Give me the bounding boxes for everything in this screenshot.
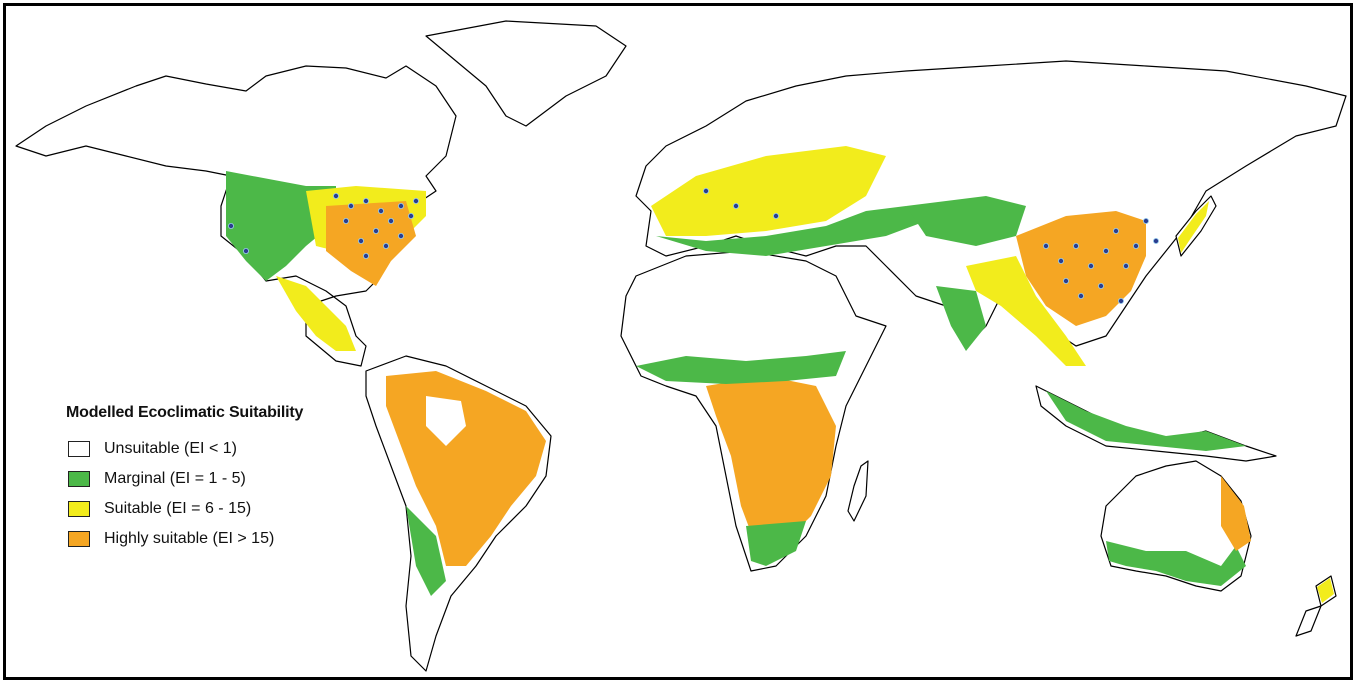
legend-swatch-unsuitable	[68, 441, 90, 457]
africa-south-marginal	[746, 521, 806, 566]
asia-suitable-region	[966, 256, 1086, 366]
india-marginal-region	[936, 286, 986, 351]
japan-suitable-region	[1178, 201, 1209, 253]
legend-swatch-marginal	[68, 471, 90, 487]
occurrence-point	[1113, 227, 1120, 234]
nz-suitable-region	[1317, 578, 1334, 603]
occurrence-point	[703, 187, 710, 194]
occurrence-point	[1078, 292, 1085, 299]
occurrence-points	[227, 187, 1160, 304]
asia-marginal-region	[906, 196, 1026, 246]
madagascar-outline	[847, 460, 869, 522]
legend-item-suitable: Suitable (EI = 6 - 15)	[68, 494, 303, 524]
legend-item-highly-suitable: Highly suitable (EI > 15)	[68, 524, 303, 554]
occurrence-point	[332, 192, 339, 199]
legend-item-marginal: Marginal (EI = 1 - 5)	[68, 464, 303, 494]
world-suitability-map	[15, 20, 1347, 672]
legend-item-unsuitable: Unsuitable (EI < 1)	[68, 434, 303, 464]
map-legend: Modelled Ecoclimatic Suitability Unsuita…	[66, 404, 303, 554]
occurrence-point	[412, 197, 419, 204]
europe-suitable-region	[651, 146, 886, 236]
occurrence-point	[242, 247, 249, 254]
occurrence-point	[1118, 297, 1125, 304]
occurrence-point	[1043, 242, 1050, 249]
occurrence-point	[382, 242, 389, 249]
occurrence-point	[1103, 247, 1110, 254]
occurrence-point	[357, 237, 364, 244]
occurrence-point	[397, 232, 404, 239]
legend-swatch-suitable	[68, 501, 90, 517]
europe-marginal-strip	[656, 206, 926, 256]
legend-swatch-highly-suitable	[68, 531, 90, 547]
suitability-regions	[226, 146, 1334, 603]
australia-marginal-region	[1106, 541, 1246, 586]
sa-marginal-region	[406, 506, 446, 596]
occurrence-point	[377, 207, 384, 214]
occurrence-point	[1143, 217, 1150, 224]
occurrence-point	[397, 202, 404, 209]
occurrence-point	[733, 202, 740, 209]
occurrence-point	[347, 202, 354, 209]
legend-title: Modelled Ecoclimatic Suitability	[66, 404, 304, 421]
occurrence-point	[1153, 237, 1160, 244]
occurrence-point	[1088, 262, 1095, 269]
occurrence-point	[227, 222, 234, 229]
occurrence-point	[342, 217, 349, 224]
occurrence-point	[773, 212, 780, 219]
legend-label-unsuitable: Unsuitable (EI < 1)	[104, 440, 237, 457]
occurrence-point	[387, 217, 394, 224]
africa-highly-region	[706, 376, 836, 546]
legend-label-marginal: Marginal (EI = 1 - 5)	[104, 470, 246, 487]
occurrence-point	[1133, 242, 1140, 249]
greenland-outline	[425, 20, 627, 127]
australia-highly-region	[1221, 476, 1251, 551]
occurrence-point	[362, 252, 369, 259]
map-frame: Modelled Ecoclimatic Suitability Unsuita…	[3, 3, 1353, 680]
land-outlines	[15, 20, 1347, 672]
occurrence-point	[1098, 282, 1105, 289]
occurrence-point	[1073, 242, 1080, 249]
sa-unsuitable-patch	[426, 396, 466, 446]
legend-label-highly-suitable: Highly suitable (EI > 15)	[104, 530, 275, 547]
occurrence-point	[362, 197, 369, 204]
occurrence-point	[1063, 277, 1070, 284]
mexico-suitable-region	[276, 276, 356, 351]
asia-highly-region	[1016, 211, 1146, 326]
indonesia-marginal-region	[1046, 391, 1246, 451]
occurrence-point	[407, 212, 414, 219]
occurrence-point	[1123, 262, 1130, 269]
africa-marginal-sahel	[636, 351, 846, 384]
occurrence-point	[1058, 257, 1065, 264]
occurrence-point	[372, 227, 379, 234]
legend-label-suitable: Suitable (EI = 6 - 15)	[104, 500, 252, 517]
